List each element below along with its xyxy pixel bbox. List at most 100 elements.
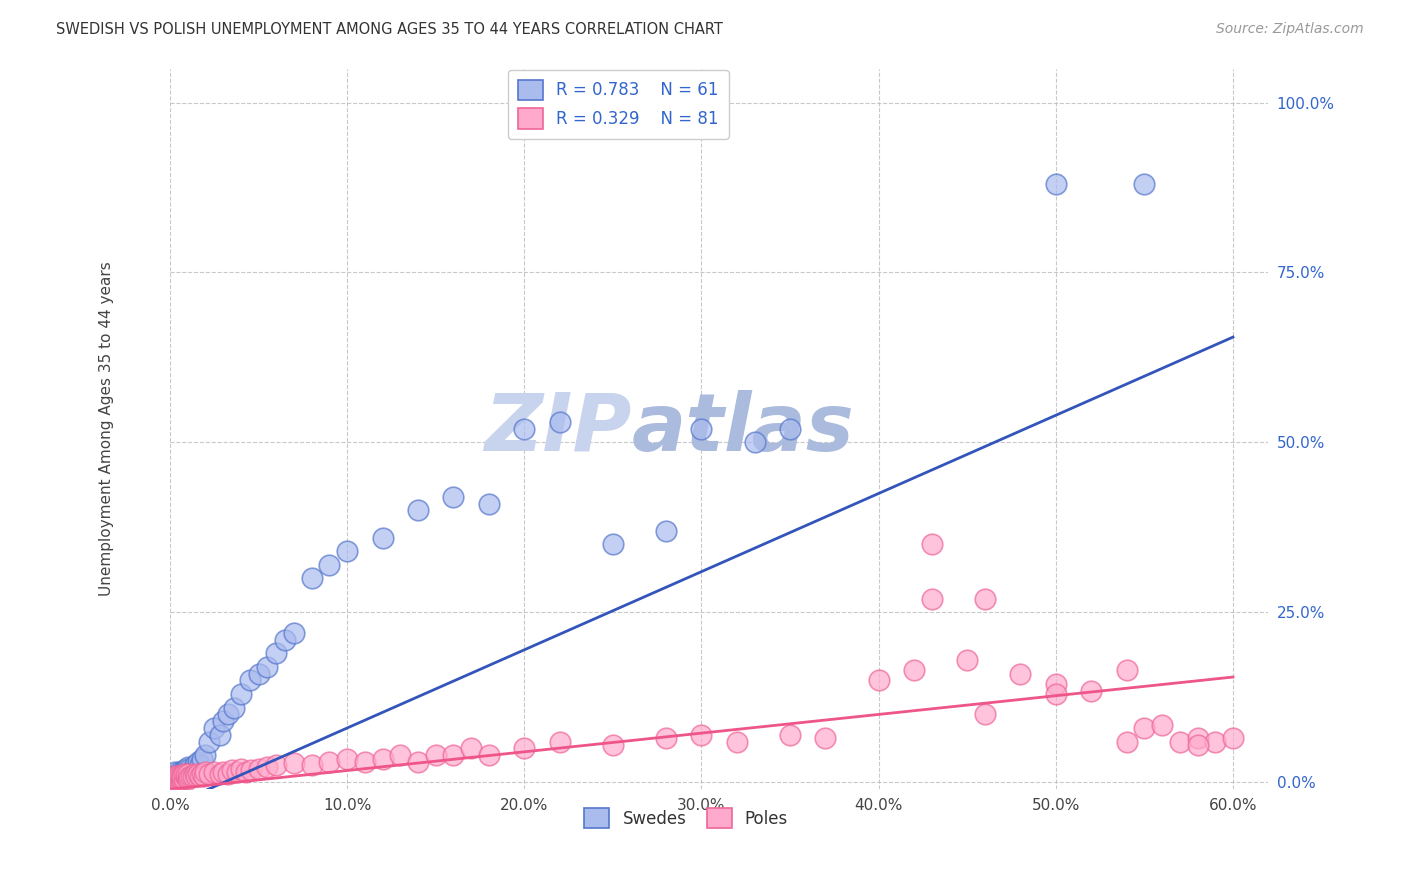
Point <box>166 769 188 783</box>
Point <box>172 765 194 780</box>
Point <box>229 687 252 701</box>
Point <box>176 769 198 783</box>
Point <box>179 770 201 784</box>
Point <box>318 755 340 769</box>
Point <box>264 758 287 772</box>
Point <box>191 751 214 765</box>
Point <box>239 673 262 688</box>
Point <box>389 748 412 763</box>
Point <box>548 415 571 429</box>
Point <box>425 748 447 763</box>
Text: SWEDISH VS POLISH UNEMPLOYMENT AMONG AGES 35 TO 44 YEARS CORRELATION CHART: SWEDISH VS POLISH UNEMPLOYMENT AMONG AGE… <box>56 22 723 37</box>
Point <box>167 772 190 786</box>
Point <box>247 666 270 681</box>
Point <box>187 767 209 781</box>
Point <box>167 772 190 786</box>
Point <box>172 772 194 786</box>
Point <box>187 755 209 769</box>
Point <box>183 758 205 772</box>
Point <box>188 758 211 772</box>
Point <box>229 762 252 776</box>
Point <box>1133 177 1156 191</box>
Point <box>166 772 188 786</box>
Point <box>974 707 997 722</box>
Point <box>725 734 748 748</box>
Point <box>406 503 429 517</box>
Point <box>1152 717 1174 731</box>
Point <box>169 769 191 783</box>
Point <box>183 767 205 781</box>
Point <box>217 707 239 722</box>
Point <box>1222 731 1244 746</box>
Point <box>406 755 429 769</box>
Point <box>176 767 198 781</box>
Point <box>186 769 208 783</box>
Point <box>690 728 713 742</box>
Point <box>212 765 235 780</box>
Point <box>174 770 197 784</box>
Text: atlas: atlas <box>631 390 853 468</box>
Point <box>478 748 501 763</box>
Point <box>172 770 194 784</box>
Point <box>1115 663 1137 677</box>
Point <box>301 571 323 585</box>
Point <box>180 765 202 780</box>
Point <box>173 769 195 783</box>
Point <box>160 772 183 786</box>
Point <box>226 765 249 780</box>
Point <box>240 763 263 777</box>
Point <box>602 738 624 752</box>
Point <box>202 721 225 735</box>
Point <box>441 490 464 504</box>
Point <box>256 760 278 774</box>
Point <box>166 772 188 786</box>
Point <box>353 755 375 769</box>
Point <box>169 772 191 786</box>
Point <box>1010 666 1032 681</box>
Point <box>1187 738 1209 752</box>
Point <box>167 765 190 780</box>
Point <box>868 673 890 688</box>
Text: Source: ZipAtlas.com: Source: ZipAtlas.com <box>1216 22 1364 37</box>
Point <box>318 558 340 572</box>
Point <box>921 591 943 606</box>
Point <box>198 767 221 781</box>
Point <box>283 756 305 771</box>
Point <box>179 762 201 776</box>
Point <box>1187 731 1209 746</box>
Point <box>165 765 187 780</box>
Point <box>441 748 464 763</box>
Point <box>1080 683 1102 698</box>
Point <box>371 531 394 545</box>
Point <box>193 769 215 783</box>
Point <box>173 763 195 777</box>
Legend: Swedes, Poles: Swedes, Poles <box>578 801 794 835</box>
Point <box>513 422 536 436</box>
Point <box>1045 677 1067 691</box>
Point <box>921 537 943 551</box>
Point <box>274 632 297 647</box>
Point <box>217 767 239 781</box>
Point <box>478 497 501 511</box>
Point <box>176 760 198 774</box>
Point <box>198 734 221 748</box>
Point <box>176 765 198 780</box>
Point <box>162 769 184 783</box>
Point <box>903 663 925 677</box>
Point <box>460 741 482 756</box>
Point <box>162 772 184 786</box>
Point <box>167 769 190 783</box>
Point <box>1133 721 1156 735</box>
Point <box>174 769 197 783</box>
Point <box>974 591 997 606</box>
Point <box>165 772 187 786</box>
Point <box>779 422 801 436</box>
Point <box>188 769 211 783</box>
Point <box>212 714 235 729</box>
Point <box>165 772 187 786</box>
Point <box>222 700 245 714</box>
Point <box>1045 687 1067 701</box>
Point <box>167 769 190 783</box>
Point <box>181 769 204 783</box>
Point <box>602 537 624 551</box>
